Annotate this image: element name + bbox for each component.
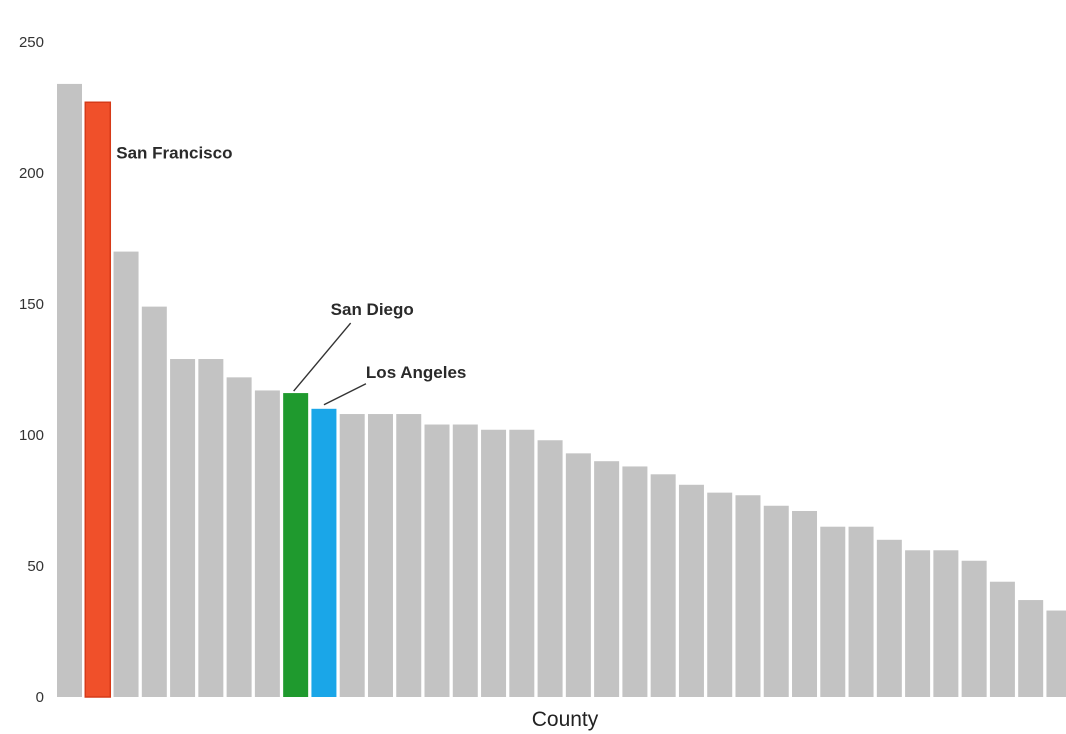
- bar: [933, 550, 959, 697]
- y-tick-label: 100: [19, 427, 44, 444]
- bar: [537, 440, 563, 697]
- bar: [481, 429, 507, 697]
- y-tick-label: 200: [19, 165, 44, 182]
- annotation-san-diego: San Diego: [331, 300, 414, 319]
- leader-line-los-angeles: [323, 383, 367, 406]
- y-axis-ticks: 0 50 100 150 200 250: [19, 34, 44, 706]
- bar: [424, 424, 450, 697]
- annotations-group: San Francisco San Diego Los Angeles: [116, 143, 466, 406]
- annotation-los-angeles: Los Angeles: [366, 363, 466, 382]
- bar: [170, 359, 196, 697]
- bars-group: [57, 83, 1066, 698]
- leader-line-san-diego: [293, 322, 352, 392]
- bar: [1018, 600, 1044, 697]
- y-tick-label: 0: [36, 689, 44, 706]
- bar: [876, 539, 902, 697]
- bar: [254, 390, 280, 697]
- bar: [1046, 610, 1066, 697]
- annotation-san-francisco: San Francisco: [116, 143, 232, 162]
- bar: [311, 408, 337, 697]
- bar: [565, 453, 591, 697]
- bar: [367, 414, 393, 697]
- bar: [735, 495, 761, 697]
- bar: [989, 581, 1015, 697]
- bar: [84, 101, 112, 698]
- bar: [113, 251, 139, 697]
- bar: [622, 466, 648, 697]
- bar: [452, 424, 478, 697]
- bar: [848, 526, 874, 697]
- bar: [961, 560, 987, 697]
- bar: [594, 461, 620, 697]
- bar: [763, 505, 789, 697]
- y-tick-label: 150: [19, 296, 44, 313]
- bar: [396, 414, 422, 697]
- bar: [678, 484, 704, 697]
- bar: [141, 306, 167, 697]
- bar: [509, 429, 535, 697]
- bar: [339, 414, 365, 697]
- bar: [905, 550, 931, 697]
- y-tick-label: 250: [19, 34, 44, 51]
- bar: [57, 83, 82, 698]
- x-axis-title: County: [532, 708, 599, 731]
- bar: [226, 377, 252, 697]
- bar: [820, 526, 846, 697]
- bar: [792, 510, 818, 697]
- bar: [198, 359, 224, 697]
- bar: [283, 393, 309, 697]
- bar: [707, 492, 733, 697]
- bar: [650, 474, 676, 697]
- y-tick-label: 50: [27, 558, 44, 575]
